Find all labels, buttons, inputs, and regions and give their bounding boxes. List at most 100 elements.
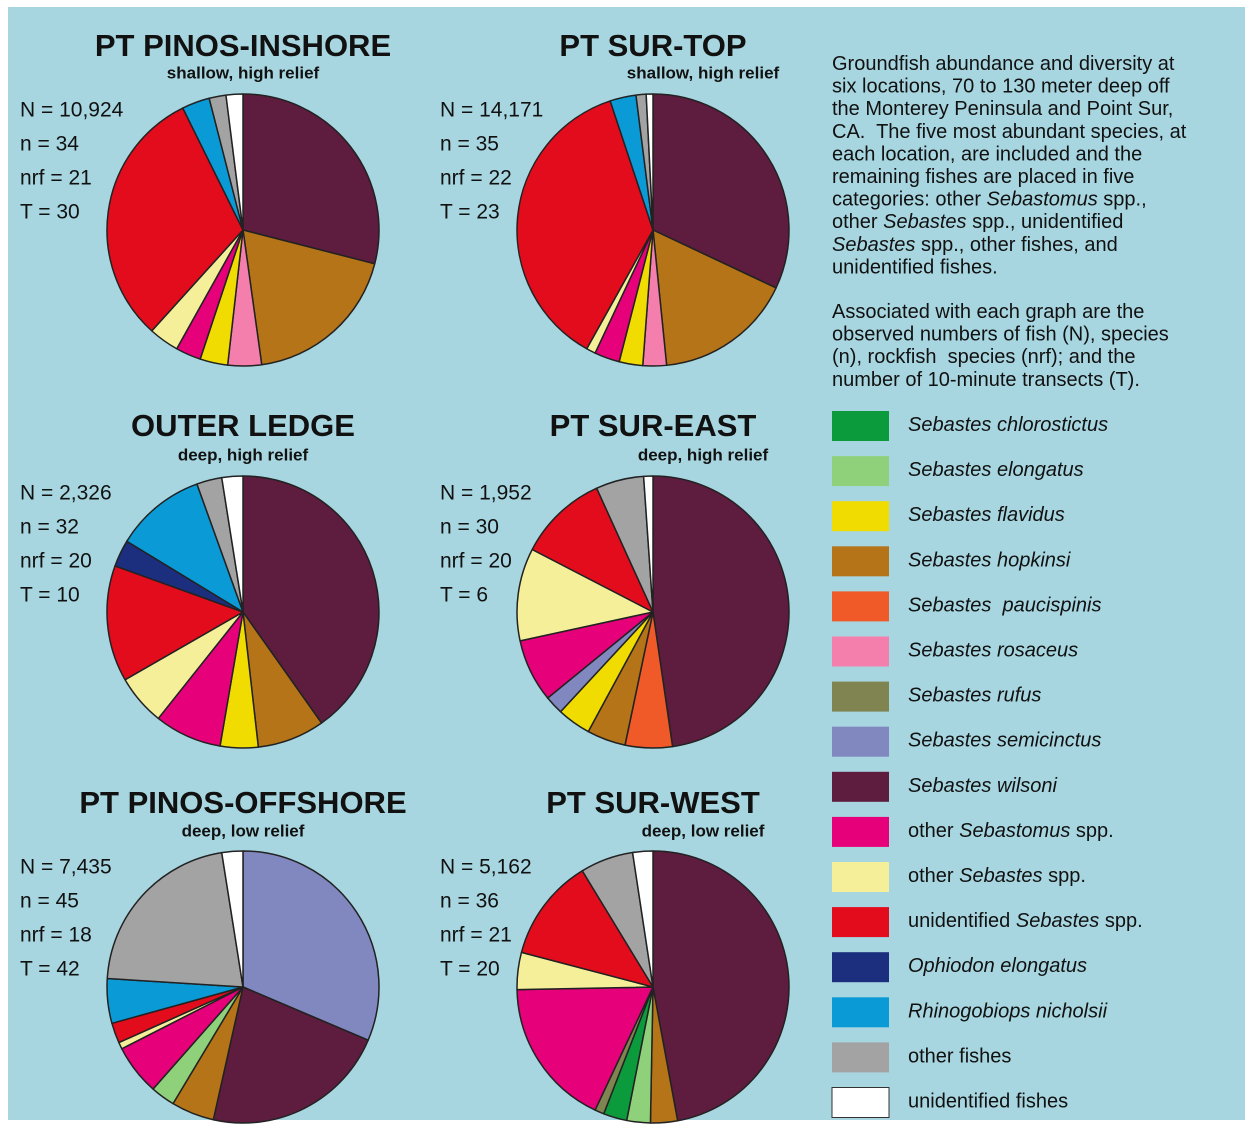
legend-label: other Sebastomus spp. bbox=[908, 820, 1114, 842]
stat-label: T = 42 bbox=[20, 958, 80, 981]
text-segment: Sebastes rosaceus bbox=[908, 640, 1078, 662]
description-line: Sebastes spp., other fishes, and bbox=[832, 234, 1118, 256]
legend-label: Sebastes wilsoni bbox=[908, 775, 1058, 797]
pie-slice bbox=[242, 229, 376, 366]
text-segment: Ophiodon elongatus bbox=[908, 955, 1087, 977]
legend-swatch bbox=[832, 456, 889, 487]
chart-title: PT SUR-EAST bbox=[550, 408, 757, 443]
text-segment: unidentified bbox=[908, 910, 1016, 932]
stat-label: nrf = 22 bbox=[440, 167, 512, 190]
text-segment: number of 10-minute transects (T). bbox=[832, 369, 1140, 391]
pie-slice bbox=[126, 483, 244, 613]
description-line: Associated with each graph are the bbox=[832, 301, 1144, 323]
pie-slice bbox=[652, 475, 790, 748]
legend-swatch bbox=[832, 997, 889, 1028]
text-segment: Sebastes bbox=[883, 211, 966, 233]
legend-label: Sebastes rufus bbox=[908, 685, 1041, 707]
chart-title: PT SUR-TOP bbox=[559, 28, 746, 63]
stat-label: nrf = 20 bbox=[20, 550, 92, 573]
description-line: the Monterey Peninsula and Point Sur, bbox=[832, 98, 1173, 120]
description-line: categories: other Sebastomus spp., bbox=[832, 189, 1147, 211]
legend-label: other Sebastes spp. bbox=[908, 865, 1086, 887]
description-line: number of 10-minute transects (T). bbox=[832, 369, 1140, 391]
legend-label: unidentified Sebastes spp. bbox=[908, 910, 1143, 932]
text-segment: Sebastes wilsoni bbox=[908, 775, 1058, 797]
chart-subtitle: deep, low relief bbox=[182, 821, 305, 840]
pie-slice bbox=[516, 100, 654, 350]
description-line: CA. The five most abundant species, at bbox=[832, 121, 1187, 143]
text-segment: Sebastomus bbox=[987, 189, 1098, 211]
text-segment: spp. bbox=[1070, 820, 1113, 842]
stat-label: T = 10 bbox=[20, 584, 80, 607]
chart-subtitle: deep, high relief bbox=[638, 445, 769, 464]
text-segment: Sebastes paucispinis bbox=[908, 595, 1101, 617]
pie-slice bbox=[242, 475, 380, 724]
pie-slice bbox=[106, 851, 244, 988]
stat-label: n = 32 bbox=[20, 516, 79, 539]
stat-label: n = 34 bbox=[20, 133, 79, 156]
pie-slice bbox=[631, 850, 654, 988]
pie-slice bbox=[531, 487, 654, 613]
text-segment: Sebastes chlorostictus bbox=[908, 414, 1108, 436]
text-segment: spp. bbox=[1099, 910, 1142, 932]
legend-swatch bbox=[832, 952, 889, 983]
stat-label: nrf = 21 bbox=[20, 167, 92, 190]
chart-title: PT SUR-WEST bbox=[546, 785, 760, 820]
legend-swatch bbox=[832, 546, 889, 577]
pie-slice bbox=[242, 850, 380, 1041]
stat-label: nrf = 18 bbox=[20, 924, 92, 947]
chart-title: PT PINOS-OFFSHORE bbox=[79, 785, 406, 820]
stat-label: nrf = 21 bbox=[440, 924, 512, 947]
text-segment: remaining fishes are placed in five bbox=[832, 166, 1134, 188]
pie-slice bbox=[645, 93, 654, 231]
chart-subtitle: shallow, high relief bbox=[627, 63, 780, 82]
stat-label: T = 30 bbox=[20, 201, 80, 224]
pie-slice bbox=[220, 850, 244, 988]
stat-label: T = 23 bbox=[440, 201, 500, 224]
chart-subtitle: shallow, high relief bbox=[167, 63, 320, 82]
pie-slice bbox=[652, 93, 790, 289]
text-segment: Sebastes rufus bbox=[908, 685, 1041, 707]
legend-swatch bbox=[832, 862, 889, 892]
stat-label: T = 6 bbox=[440, 584, 488, 607]
pie-slice bbox=[516, 548, 654, 642]
pie-slice bbox=[652, 850, 790, 1122]
description-line: (n), rockfish species (nrf); and the bbox=[832, 346, 1135, 368]
text-segment: spp., unidentified bbox=[967, 211, 1124, 233]
stat-label: n = 30 bbox=[440, 516, 499, 539]
text-segment: the Monterey Peninsula and Point Sur, bbox=[832, 98, 1173, 120]
text-segment: unidentified fishes bbox=[908, 1091, 1068, 1113]
legend-swatch bbox=[832, 907, 889, 938]
text-segment: spp., bbox=[1098, 189, 1147, 211]
stat-label: n = 45 bbox=[20, 890, 79, 913]
description-line: each location, are included and the bbox=[832, 144, 1142, 166]
pie-slice bbox=[642, 475, 654, 613]
description-line: observed numbers of fish (N), species bbox=[832, 324, 1169, 346]
text-segment: other bbox=[908, 865, 959, 887]
stat-label: n = 35 bbox=[440, 133, 499, 156]
text-segment: unidentified fishes. bbox=[832, 257, 998, 279]
legend-swatch bbox=[832, 816, 889, 847]
legend-label: Sebastes semicinctus bbox=[908, 730, 1101, 752]
legend-swatch bbox=[832, 501, 889, 532]
legend-label: unidentified fishes bbox=[908, 1091, 1068, 1113]
legend-label: other fishes bbox=[908, 1046, 1011, 1068]
legend-swatch bbox=[832, 726, 889, 757]
text-segment: Groundfish abundance and diversity at bbox=[832, 53, 1175, 75]
legend-swatch bbox=[832, 681, 889, 712]
legend-label: Sebastes flavidus bbox=[908, 504, 1065, 526]
text-segment: other fishes bbox=[908, 1046, 1011, 1068]
description-line: unidentified fishes. bbox=[832, 257, 998, 279]
stat-label: N = 1,952 bbox=[440, 482, 532, 505]
stat-label: n = 36 bbox=[440, 890, 499, 913]
legend-swatch bbox=[831, 1087, 890, 1118]
pie-slice bbox=[652, 229, 777, 367]
chart-subtitle: deep, low relief bbox=[642, 821, 765, 840]
text-segment: CA. The five most abundant species, at bbox=[832, 121, 1187, 143]
text-segment: Sebastes bbox=[1016, 910, 1099, 932]
text-segment: Sebastes hopkinsi bbox=[908, 550, 1071, 572]
text-segment: Sebastes flavidus bbox=[908, 504, 1065, 526]
pie-slice bbox=[520, 870, 654, 988]
